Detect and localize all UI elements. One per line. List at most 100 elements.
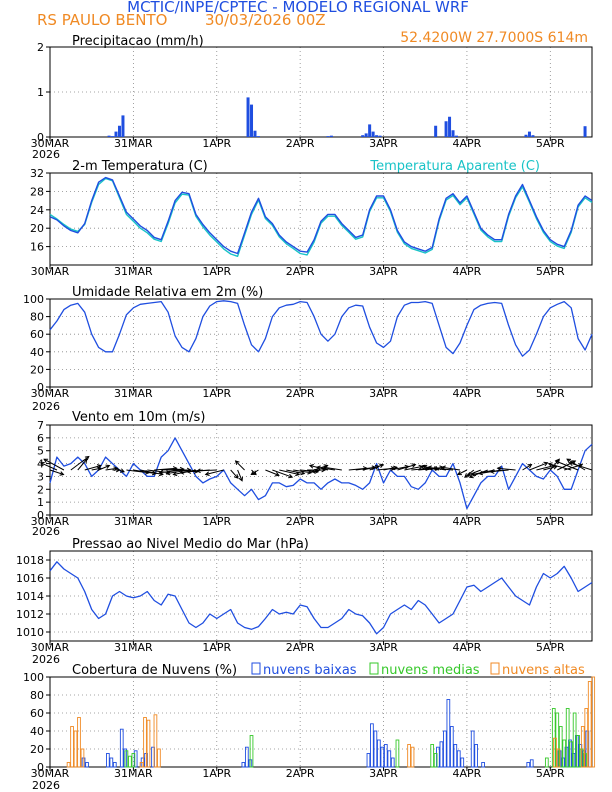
x-tick-label: 5APR <box>536 515 565 528</box>
wind-vector <box>154 467 177 471</box>
wind-vector-head <box>566 458 572 463</box>
plot-frame <box>49 298 593 388</box>
y-tick-label: 100 <box>23 671 44 684</box>
cloud-low-bar <box>380 746 385 768</box>
cloud-high-bar <box>407 744 411 768</box>
x-tick-label: 1APR <box>202 641 231 654</box>
wind-vector-head <box>179 469 185 475</box>
cloud-mid-bar <box>576 735 580 768</box>
x-tick-label: 2APR <box>286 265 315 278</box>
wind-vector <box>279 469 300 475</box>
precip-bar <box>524 134 528 137</box>
wind-vector <box>323 466 342 471</box>
wind-vector <box>196 469 217 472</box>
precip-bar <box>378 135 382 137</box>
y-tick-label: 40 <box>30 346 44 359</box>
wind-vector-head <box>420 464 426 470</box>
precip-bar <box>444 121 448 137</box>
x-tick-label: 5APR <box>536 137 565 150</box>
wind-vector-head <box>59 471 65 476</box>
precip-bar <box>368 124 372 137</box>
x-tick-label: 31MAR <box>114 515 153 528</box>
wind-vector <box>272 469 293 478</box>
x-tick-label: 5APR <box>536 265 565 278</box>
y-tick-label: 1014 <box>16 590 44 603</box>
wind-vector-head <box>39 462 45 467</box>
wind-vector-head <box>315 465 321 471</box>
x-tick-label: 31MAR <box>114 641 153 654</box>
cloud-high-bar <box>587 681 592 768</box>
cloud-low-bar <box>373 730 378 768</box>
wind-vector <box>205 469 224 475</box>
wind-vector <box>404 465 423 471</box>
cloud-mid-bar <box>128 755 132 768</box>
temperature-title: 2-m Temperatura (C) <box>72 159 208 174</box>
cloud-high-bar <box>143 717 147 768</box>
precip-bar <box>371 131 375 137</box>
cloud-low-bar <box>85 762 89 768</box>
wind-vector <box>497 467 516 471</box>
cloud-high-bar <box>80 748 85 768</box>
wind-vector-head <box>234 460 240 465</box>
precip-bar <box>434 125 438 137</box>
precip-bar <box>111 136 115 137</box>
wind-vector <box>555 460 579 471</box>
plot-frame <box>49 676 593 768</box>
y-tick-label: 1018 <box>16 554 44 567</box>
cloud-low-bar <box>370 723 374 768</box>
x-tick-label: 1APR <box>202 137 231 150</box>
cloud-mid-bar <box>131 753 136 768</box>
x-tick-label: 30MAR <box>31 767 70 780</box>
wind-vector-head <box>300 470 306 476</box>
x-tick-year: 2026 <box>32 148 60 161</box>
cloud-high-bar <box>410 746 415 768</box>
clouds-panel: Cobertura de Nuvens (%) nuvens baixas nu… <box>23 662 596 792</box>
precip-bar <box>527 131 531 137</box>
precip-bar <box>326 136 330 137</box>
cloud-mid-bar <box>544 757 549 768</box>
y-tick-label: 100 <box>23 293 44 306</box>
cloud-mid-bar <box>249 735 254 768</box>
wind-vector-head <box>322 465 328 471</box>
wind-vector <box>70 456 90 471</box>
x-tick-year: 2026 <box>32 400 60 413</box>
precip-bar <box>448 116 452 137</box>
precip-bar <box>121 115 125 137</box>
wind-vector-head <box>547 462 553 467</box>
wind-vector-head <box>308 464 314 469</box>
wind-vector <box>40 462 58 471</box>
wind-vector-head <box>471 471 477 477</box>
precip-bar <box>246 97 250 137</box>
wind-vector <box>457 469 468 475</box>
x-tick-label: 2APR <box>286 137 315 150</box>
cloud-mid-bar <box>569 741 574 768</box>
cloud-mid-bar <box>430 744 435 768</box>
cloud-low-bar <box>439 741 444 768</box>
wind-vector <box>490 469 509 473</box>
legend-high-label: nuvens altas <box>502 663 585 678</box>
cloud-low-bar <box>241 762 246 768</box>
wind-vector <box>49 469 64 475</box>
precip-bar <box>250 104 254 137</box>
cloud-low-bar <box>529 759 534 768</box>
wind-vector <box>159 469 183 474</box>
wind-vector-head <box>43 458 49 463</box>
y-tick-label: 2 <box>37 41 44 54</box>
pressure-title: Pressao ao Nivel Medio do Mar (hPa) <box>72 537 309 552</box>
cloud-high-bar <box>146 719 151 768</box>
wind-vector <box>77 458 88 471</box>
humidity-title: Umidade Relativa em 2m (%) <box>72 285 263 300</box>
x-tick-label: 2APR <box>286 515 315 528</box>
wind-vector <box>166 469 190 475</box>
cloud-high-bar <box>157 748 161 768</box>
x-tick-label: 3APR <box>369 265 398 278</box>
humidity-panel: Umidade Relativa em 2m (%) 0 20 40 60 80 100 3… <box>23 285 593 413</box>
wind-vector-head <box>543 461 549 467</box>
precip-bar <box>361 135 365 137</box>
wind-vector <box>311 469 322 473</box>
cloud-low-bar <box>453 744 458 768</box>
temperature-legend: Temperatura Aparente (C) <box>369 159 540 174</box>
y-tick-label: 2 <box>37 483 44 496</box>
cloud-low-bar <box>436 746 440 768</box>
cloud-mid-bar <box>433 753 438 768</box>
